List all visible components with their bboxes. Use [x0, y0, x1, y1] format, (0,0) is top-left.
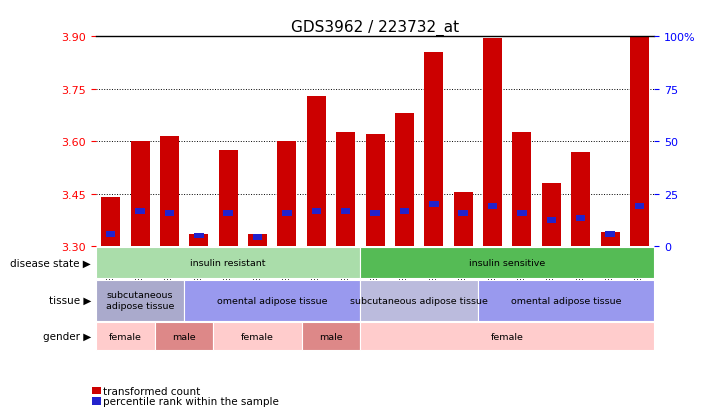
Text: insulin sensitive: insulin sensitive [469, 258, 545, 267]
Bar [635, 204, 644, 209]
Bar [96, 247, 360, 278]
Bar [360, 322, 654, 351]
Bar [360, 247, 654, 278]
Bar [488, 204, 497, 209]
Bar [605, 231, 615, 237]
Bar [311, 209, 321, 214]
Bar [630, 37, 649, 247]
Bar [155, 322, 213, 351]
Text: tissue ▶: tissue ▶ [48, 295, 91, 305]
Bar [459, 211, 468, 216]
Bar [184, 280, 360, 321]
Bar [218, 150, 237, 247]
Bar [223, 211, 233, 216]
Text: male: male [319, 332, 343, 341]
Bar [135, 209, 145, 214]
Bar [571, 152, 590, 247]
Bar [194, 233, 203, 239]
Bar [131, 142, 149, 247]
Text: female: female [241, 332, 274, 341]
Bar [306, 97, 326, 247]
Bar [424, 53, 444, 247]
Bar [336, 133, 356, 247]
Text: male: male [172, 332, 196, 341]
Bar [248, 234, 267, 247]
Text: subcutaneous
adipose tissue: subcutaneous adipose tissue [106, 291, 174, 310]
Text: female: female [491, 332, 524, 341]
Bar [517, 211, 527, 216]
Text: disease state ▶: disease state ▶ [10, 258, 91, 268]
Text: subcutaneous adipose tissue: subcutaneous adipose tissue [351, 296, 488, 305]
Bar [341, 209, 351, 214]
Bar [106, 231, 115, 237]
Text: omental adipose tissue: omental adipose tissue [217, 296, 328, 305]
Bar [189, 234, 208, 247]
Bar [96, 322, 155, 351]
Bar [547, 218, 556, 223]
Title: GDS3962 / 223732_at: GDS3962 / 223732_at [291, 20, 459, 36]
Bar [478, 280, 654, 321]
Text: percentile rank within the sample: percentile rank within the sample [103, 396, 279, 406]
Bar [160, 137, 179, 247]
Bar [601, 233, 619, 247]
Bar [253, 235, 262, 240]
Bar [454, 192, 473, 247]
Bar [96, 280, 184, 321]
Bar [301, 322, 360, 351]
Bar [542, 184, 561, 247]
Text: gender ▶: gender ▶ [43, 331, 91, 341]
Text: omental adipose tissue: omental adipose tissue [510, 296, 621, 305]
Bar [213, 322, 301, 351]
Bar [360, 280, 478, 321]
Bar [101, 197, 120, 247]
Bar [513, 133, 532, 247]
Bar [400, 209, 410, 214]
Bar [282, 211, 292, 216]
Text: insulin resistant: insulin resistant [191, 258, 266, 267]
Bar [165, 211, 174, 216]
Bar [483, 39, 502, 247]
Text: transformed count: transformed count [103, 386, 201, 396]
Bar [395, 114, 414, 247]
Bar [365, 135, 385, 247]
Bar [370, 211, 380, 216]
Bar [277, 142, 296, 247]
Bar [576, 216, 585, 221]
Text: female: female [109, 332, 141, 341]
Bar [429, 202, 439, 207]
